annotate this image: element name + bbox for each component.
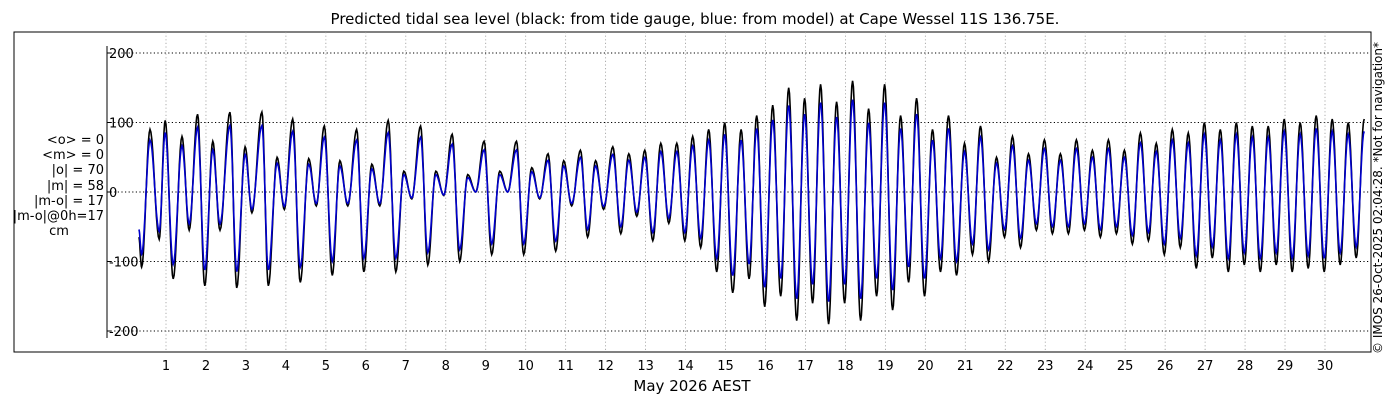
stats-panel: <o> = 0 <m> = 0 |o| = 70 |m| = 58 |m-o| … — [0, 133, 104, 239]
stat-abs-diff-0h: |m-o|@0h=17 — [12, 209, 104, 225]
x-tick-label: 8 — [442, 359, 450, 374]
stat-mean-model: <m> = 0 — [42, 148, 104, 164]
axes — [106, 46, 111, 338]
x-tick-label: 3 — [242, 359, 250, 374]
x-tick-label: 1 — [162, 359, 170, 374]
x-tick-label: 10 — [517, 359, 534, 374]
stat-mean-obs: <o> = 0 — [46, 133, 104, 148]
x-tick-label: 21 — [957, 359, 974, 374]
x-tick-label: 29 — [1277, 359, 1294, 374]
x-tick-label: 15 — [717, 359, 734, 374]
x-axis-label: May 2026 AEST — [633, 377, 751, 395]
x-tick-label: 14 — [677, 359, 694, 374]
series-line-tide-gauge — [138, 80, 1365, 325]
y-tick-label: -200 — [109, 325, 139, 340]
x-tick-label: 20 — [917, 359, 934, 374]
x-tick-label: 27 — [1197, 359, 1214, 374]
x-tick-label: 12 — [597, 359, 614, 374]
x-tick-label: 2 — [202, 359, 210, 374]
series-layer — [138, 80, 1365, 325]
x-tick-label: 24 — [1077, 359, 1094, 374]
stat-abs-diff: |m-o| = 17 — [33, 193, 104, 209]
series-line-model — [138, 99, 1365, 302]
x-tick-label: 11 — [557, 359, 574, 374]
x-tick-label: 4 — [282, 359, 290, 374]
stat-abs-obs: |o| = 70 — [51, 163, 104, 179]
x-tick-label: 7 — [402, 359, 410, 374]
x-tick-label: 28 — [1237, 359, 1254, 374]
outer-frame — [13, 31, 1372, 353]
x-tick-label: 5 — [322, 359, 330, 374]
y-tick-label: -100 — [109, 256, 139, 271]
x-tick-label: 9 — [482, 359, 490, 374]
y-tick-label: 100 — [109, 117, 134, 132]
grid-lines — [107, 32, 1371, 352]
stat-abs-model: |m| = 58 — [46, 178, 104, 194]
x-tick-label: 13 — [637, 359, 654, 374]
x-tick-label: 16 — [757, 359, 774, 374]
x-tick-label: 26 — [1157, 359, 1174, 374]
chart-title: Predicted tidal sea level (black: from t… — [330, 10, 1060, 28]
x-tick-label: 17 — [797, 359, 814, 374]
x-tick-label: 22 — [997, 359, 1014, 374]
x-tick-label: 25 — [1117, 359, 1134, 374]
stat-unit: cm — [49, 224, 69, 240]
x-tick-label: 6 — [362, 359, 370, 374]
x-tick-label: 19 — [877, 359, 894, 374]
x-tick-label: 30 — [1317, 359, 1334, 374]
x-tick-label: 18 — [837, 359, 854, 374]
y-tick-label: 200 — [109, 47, 134, 62]
x-tick-label: 23 — [1037, 359, 1054, 374]
y-tick-label: 0 — [109, 186, 117, 201]
